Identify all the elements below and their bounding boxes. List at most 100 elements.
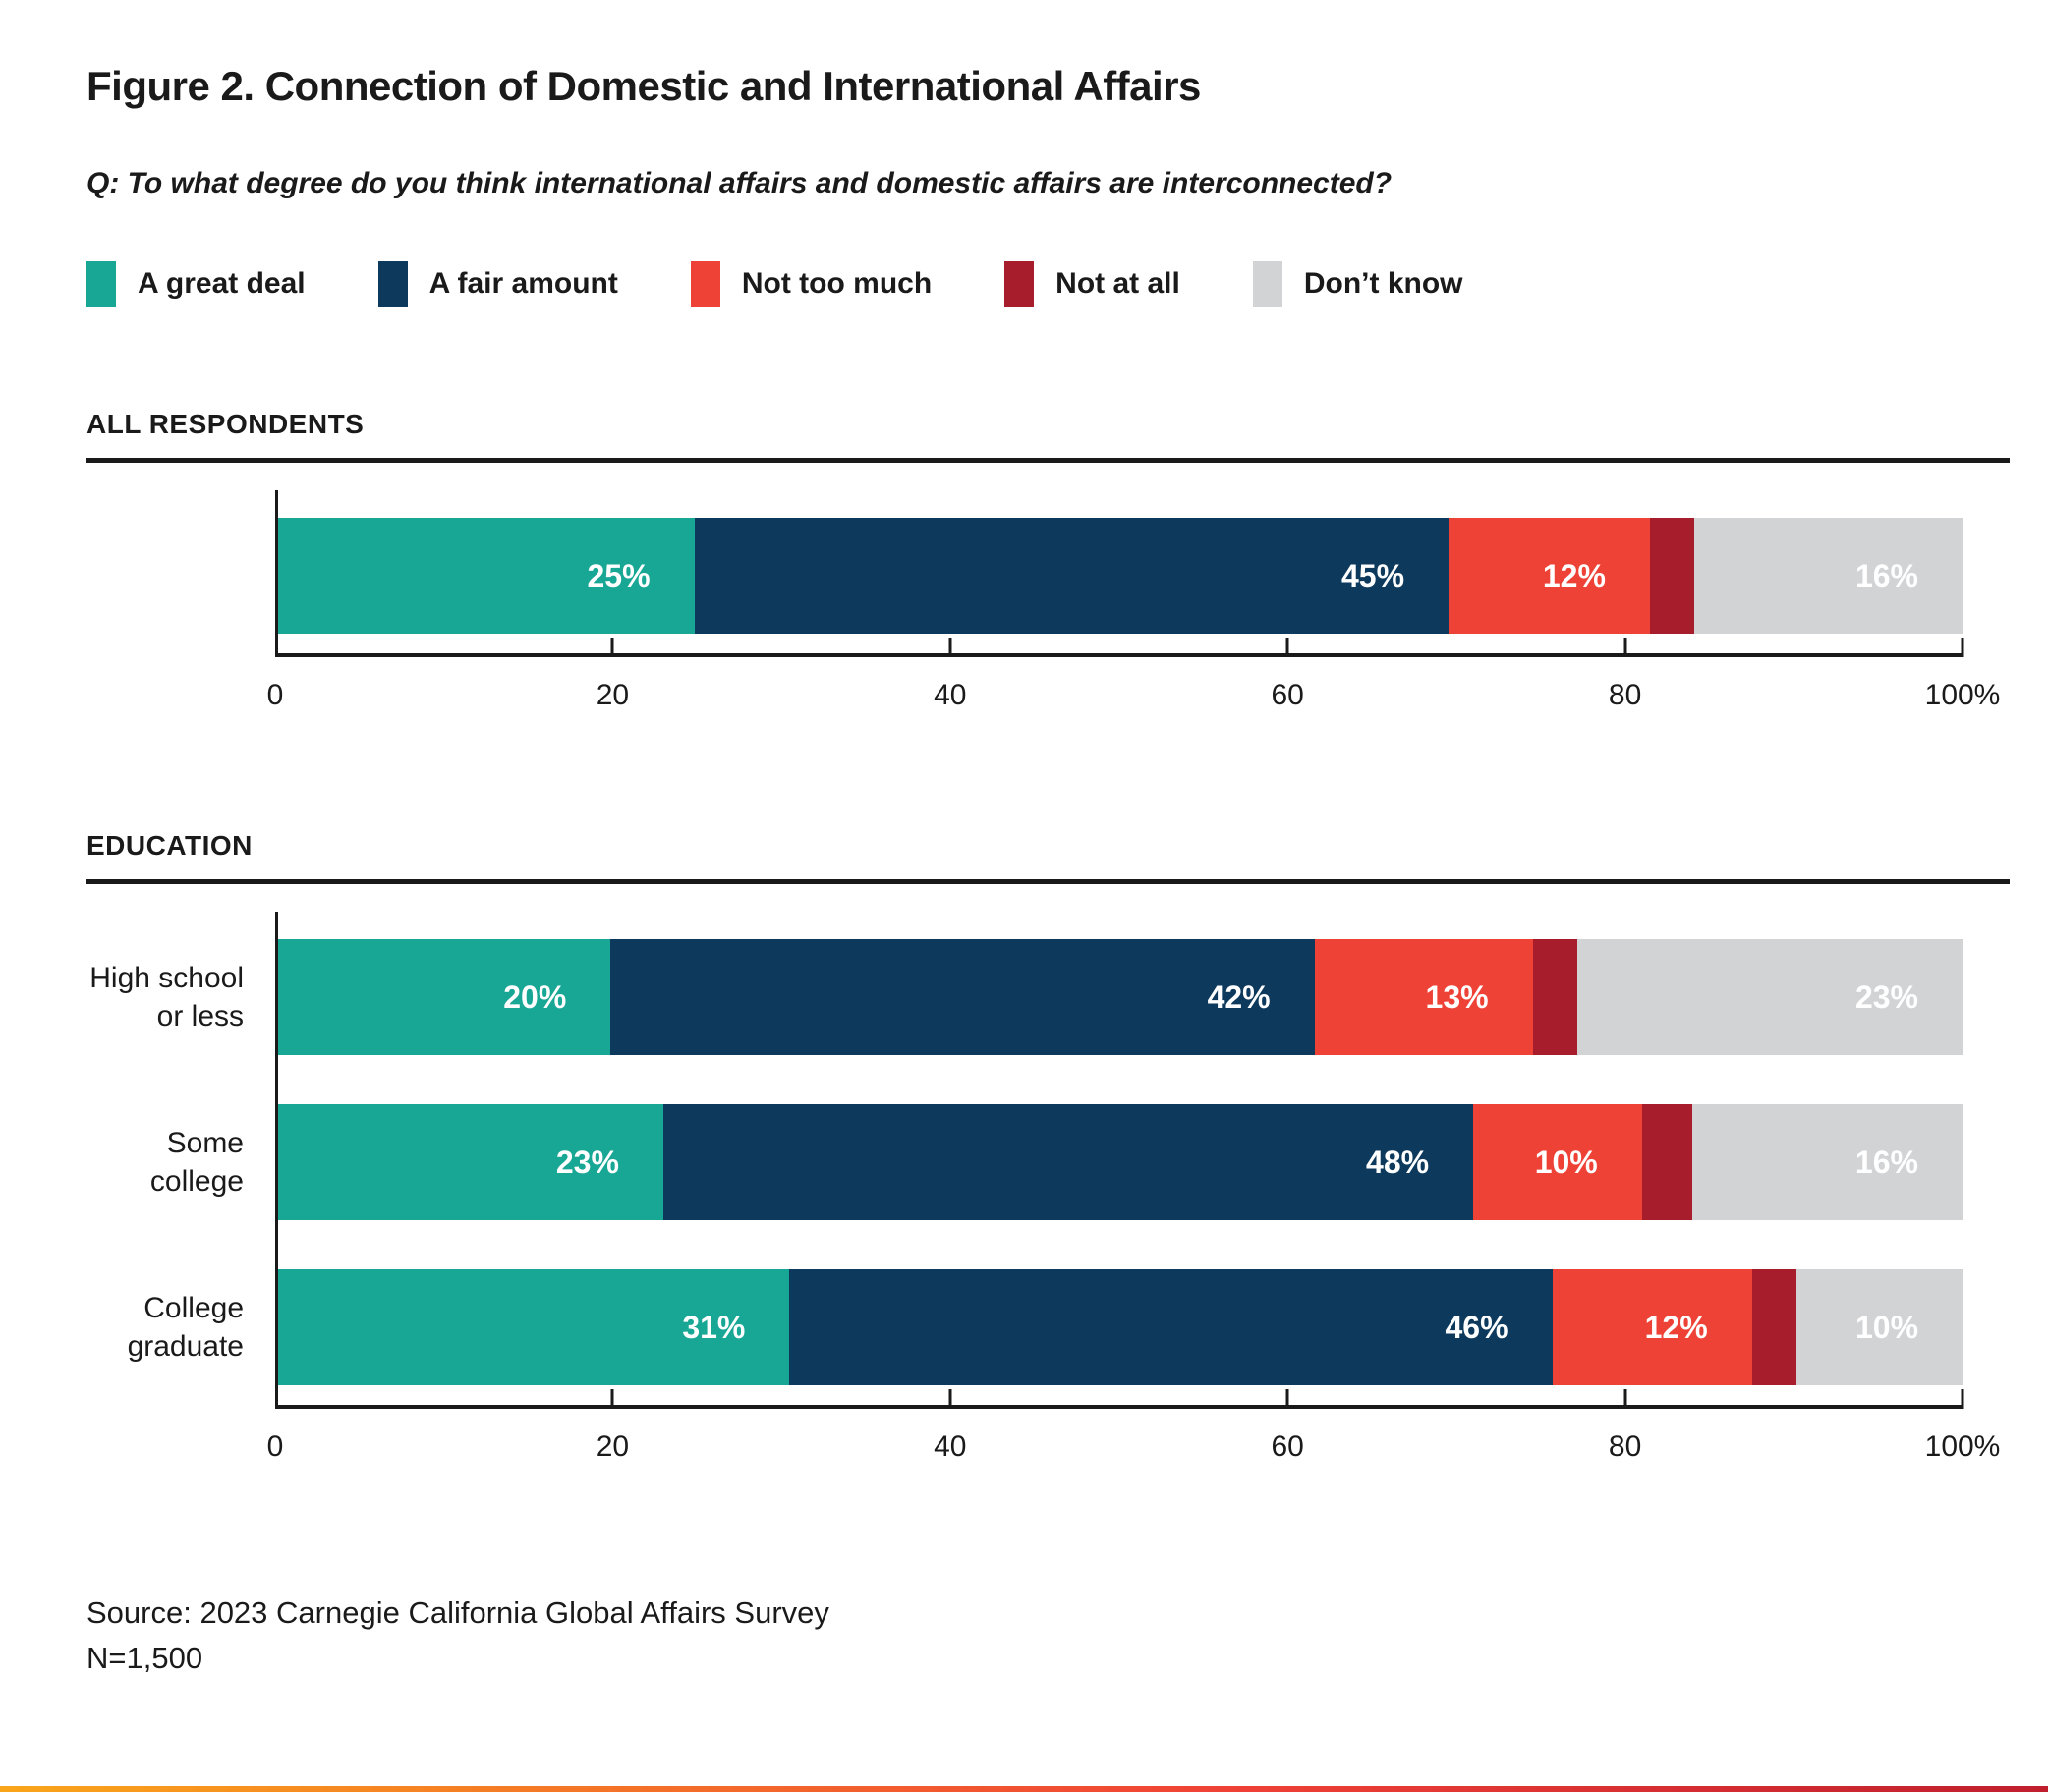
bar-segment-a-fair-amount: 48% — [662, 1104, 1474, 1220]
bar-segment-a-great-deal: 25% — [275, 518, 695, 634]
segment-value-label: 12% — [1542, 557, 1606, 593]
chart-section-education: EDUCATION High school or less 20% 42% 13% 23% S… — [86, 830, 2048, 1480]
bar-segment-not-at-all — [1751, 1269, 1796, 1385]
legend-label: A fair amount — [428, 267, 618, 300]
bar-segment-don-t-know: 23% — [1576, 939, 1963, 1055]
bar-segment-not-at-all — [1649, 518, 1694, 634]
x-axis-tick — [1961, 638, 1964, 657]
bar-row: Some college 23% 48% 10% 16% — [86, 1104, 2048, 1220]
stacked-bar-chart: High school or less 20% 42% 13% 23% Some colle… — [86, 912, 2048, 1480]
category-label: Some college — [149, 1127, 244, 1198]
x-axis-tick-label: 0 — [266, 1430, 284, 1463]
plot-area: High school or less 20% 42% 13% 23% Some colle… — [86, 912, 2048, 1405]
bar-segment-don-t-know: 16% — [1693, 518, 1963, 634]
segment-value-label: 12% — [1644, 1309, 1708, 1345]
x-axis-tick — [1623, 1389, 1627, 1409]
x-axis-tick-label: 100% — [1924, 1430, 2001, 1463]
plot-area: 25% 45% 12% 16% — [86, 490, 2048, 653]
x-axis-tick — [610, 1389, 614, 1409]
segment-value-label: 16% — [1854, 557, 1918, 593]
segment-value-label: 31% — [682, 1309, 746, 1345]
legend-swatch-icon — [86, 261, 116, 307]
bar-segment-not-too-much: 10% — [1473, 1104, 1642, 1220]
x-axis-tick-label: 40 — [934, 1430, 967, 1463]
legend: A great deal A fair amount Not too much Not… — [86, 261, 2048, 307]
legend-swatch-icon — [1004, 261, 1035, 307]
x-axis-tick — [1285, 638, 1289, 657]
legend-label: Not too much — [741, 267, 933, 300]
bar-segment-a-great-deal: 23% — [275, 1104, 663, 1220]
legend-item-not-at-all: Not at all — [1004, 261, 1180, 307]
legend-item-a-great-deal: A great deal — [86, 261, 306, 307]
segment-value-label: 20% — [503, 979, 567, 1015]
x-axis-tick — [1961, 1389, 1964, 1409]
bar-segment-a-fair-amount: 45% — [694, 518, 1450, 634]
x-axis-tick-label: 0 — [266, 679, 284, 711]
bar-segment-not-too-much: 13% — [1314, 939, 1533, 1055]
figure-question: Q: To what degree do you think internati… — [86, 167, 1393, 199]
y-axis-line — [275, 490, 278, 653]
bar-segment-a-great-deal: 20% — [275, 939, 611, 1055]
bar-row: High school or less 20% 42% 13% 23% — [86, 939, 2048, 1055]
x-axis-tick-label: 80 — [1608, 679, 1642, 711]
segment-value-label: 25% — [587, 557, 651, 593]
segment-value-label: 23% — [555, 1144, 619, 1180]
category-label: College graduate — [127, 1292, 244, 1363]
legend-label: A great deal — [138, 267, 306, 300]
bar-track: 25% 45% 12% 16% — [275, 518, 1963, 634]
segment-value-label: 45% — [1340, 557, 1405, 593]
bar-track: 31% 46% 12% 10% — [275, 1269, 1963, 1385]
bar-segment-not-too-much: 12% — [1552, 1269, 1752, 1385]
x-axis-tick — [1623, 638, 1627, 657]
legend-item-not-too-much: Not too much — [690, 261, 933, 307]
x-axis-tick-label: 80 — [1608, 1430, 1642, 1463]
bar-segment-not-too-much: 12% — [1449, 518, 1650, 634]
section-header: EDUCATION — [86, 830, 253, 861]
bar-segment-a-great-deal: 31% — [275, 1269, 790, 1385]
section-rule — [86, 458, 2010, 463]
stacked-bar-chart: 25% 45% 12% 16% 0 20 40 60 80 100% — [86, 490, 2048, 728]
legend-item-a-fair-amount: A fair amount — [377, 261, 618, 307]
legend-swatch-icon — [690, 261, 720, 307]
sample-size-line: N=1,500 — [86, 1641, 203, 1675]
footer-accent-bar — [0, 1786, 2048, 1792]
section-rule — [86, 879, 2010, 884]
bar-track: 20% 42% 13% 23% — [275, 939, 1963, 1055]
legend-item-don-t-know: Don’t know — [1252, 261, 1463, 307]
segment-value-label: 10% — [1534, 1144, 1598, 1180]
y-axis-line — [275, 912, 278, 1405]
x-axis-tick — [1285, 1389, 1289, 1409]
segment-value-label: 46% — [1445, 1309, 1508, 1345]
category-label: High school or less — [89, 962, 244, 1033]
bar-segment-don-t-know: 10% — [1795, 1269, 1963, 1385]
legend-swatch-icon — [1252, 261, 1282, 307]
segment-value-label: 16% — [1854, 1144, 1918, 1180]
segment-value-label: 10% — [1854, 1309, 1919, 1345]
bar-row: College graduate 31% 46% 12% 10% — [86, 1269, 2048, 1385]
bar-segment-a-fair-amount: 46% — [789, 1269, 1553, 1385]
x-axis: 0 20 40 60 80 100% — [267, 638, 2000, 728]
chart-section-all-respondents: ALL RESPONDENTS 25% 45% 12% 16% 0 20 40 60 80 100% — [86, 409, 2048, 728]
x-axis-tick — [948, 638, 952, 657]
x-axis-tick-label: 60 — [1271, 1430, 1304, 1463]
bar-segment-don-t-know: 16% — [1692, 1104, 1963, 1220]
x-axis-tick-label: 40 — [934, 679, 967, 711]
segment-value-label: 48% — [1366, 1144, 1430, 1180]
bar-track: 23% 48% 10% 16% — [275, 1104, 1963, 1220]
bar-segment-a-fair-amount: 42% — [610, 939, 1315, 1055]
x-axis-tick-label: 20 — [596, 1430, 630, 1463]
bar-segment-not-at-all — [1532, 939, 1577, 1055]
legend-label: Not at all — [1055, 267, 1180, 300]
source-line: Source: 2023 Carnegie California Global … — [86, 1596, 829, 1630]
section-header: ALL RESPONDENTS — [86, 409, 365, 439]
x-axis-tick — [948, 1389, 952, 1409]
segment-value-label: 23% — [1854, 979, 1918, 1015]
x-axis-tick-label: 20 — [596, 679, 630, 711]
figure-title: Figure 2. Connection of Domestic and Int… — [86, 63, 1201, 109]
segment-value-label: 42% — [1207, 979, 1271, 1015]
bar-segment-not-at-all — [1641, 1104, 1693, 1220]
legend-label: Don’t know — [1303, 267, 1463, 300]
legend-swatch-icon — [377, 261, 408, 307]
x-axis-tick-label: 100% — [1924, 679, 2001, 711]
